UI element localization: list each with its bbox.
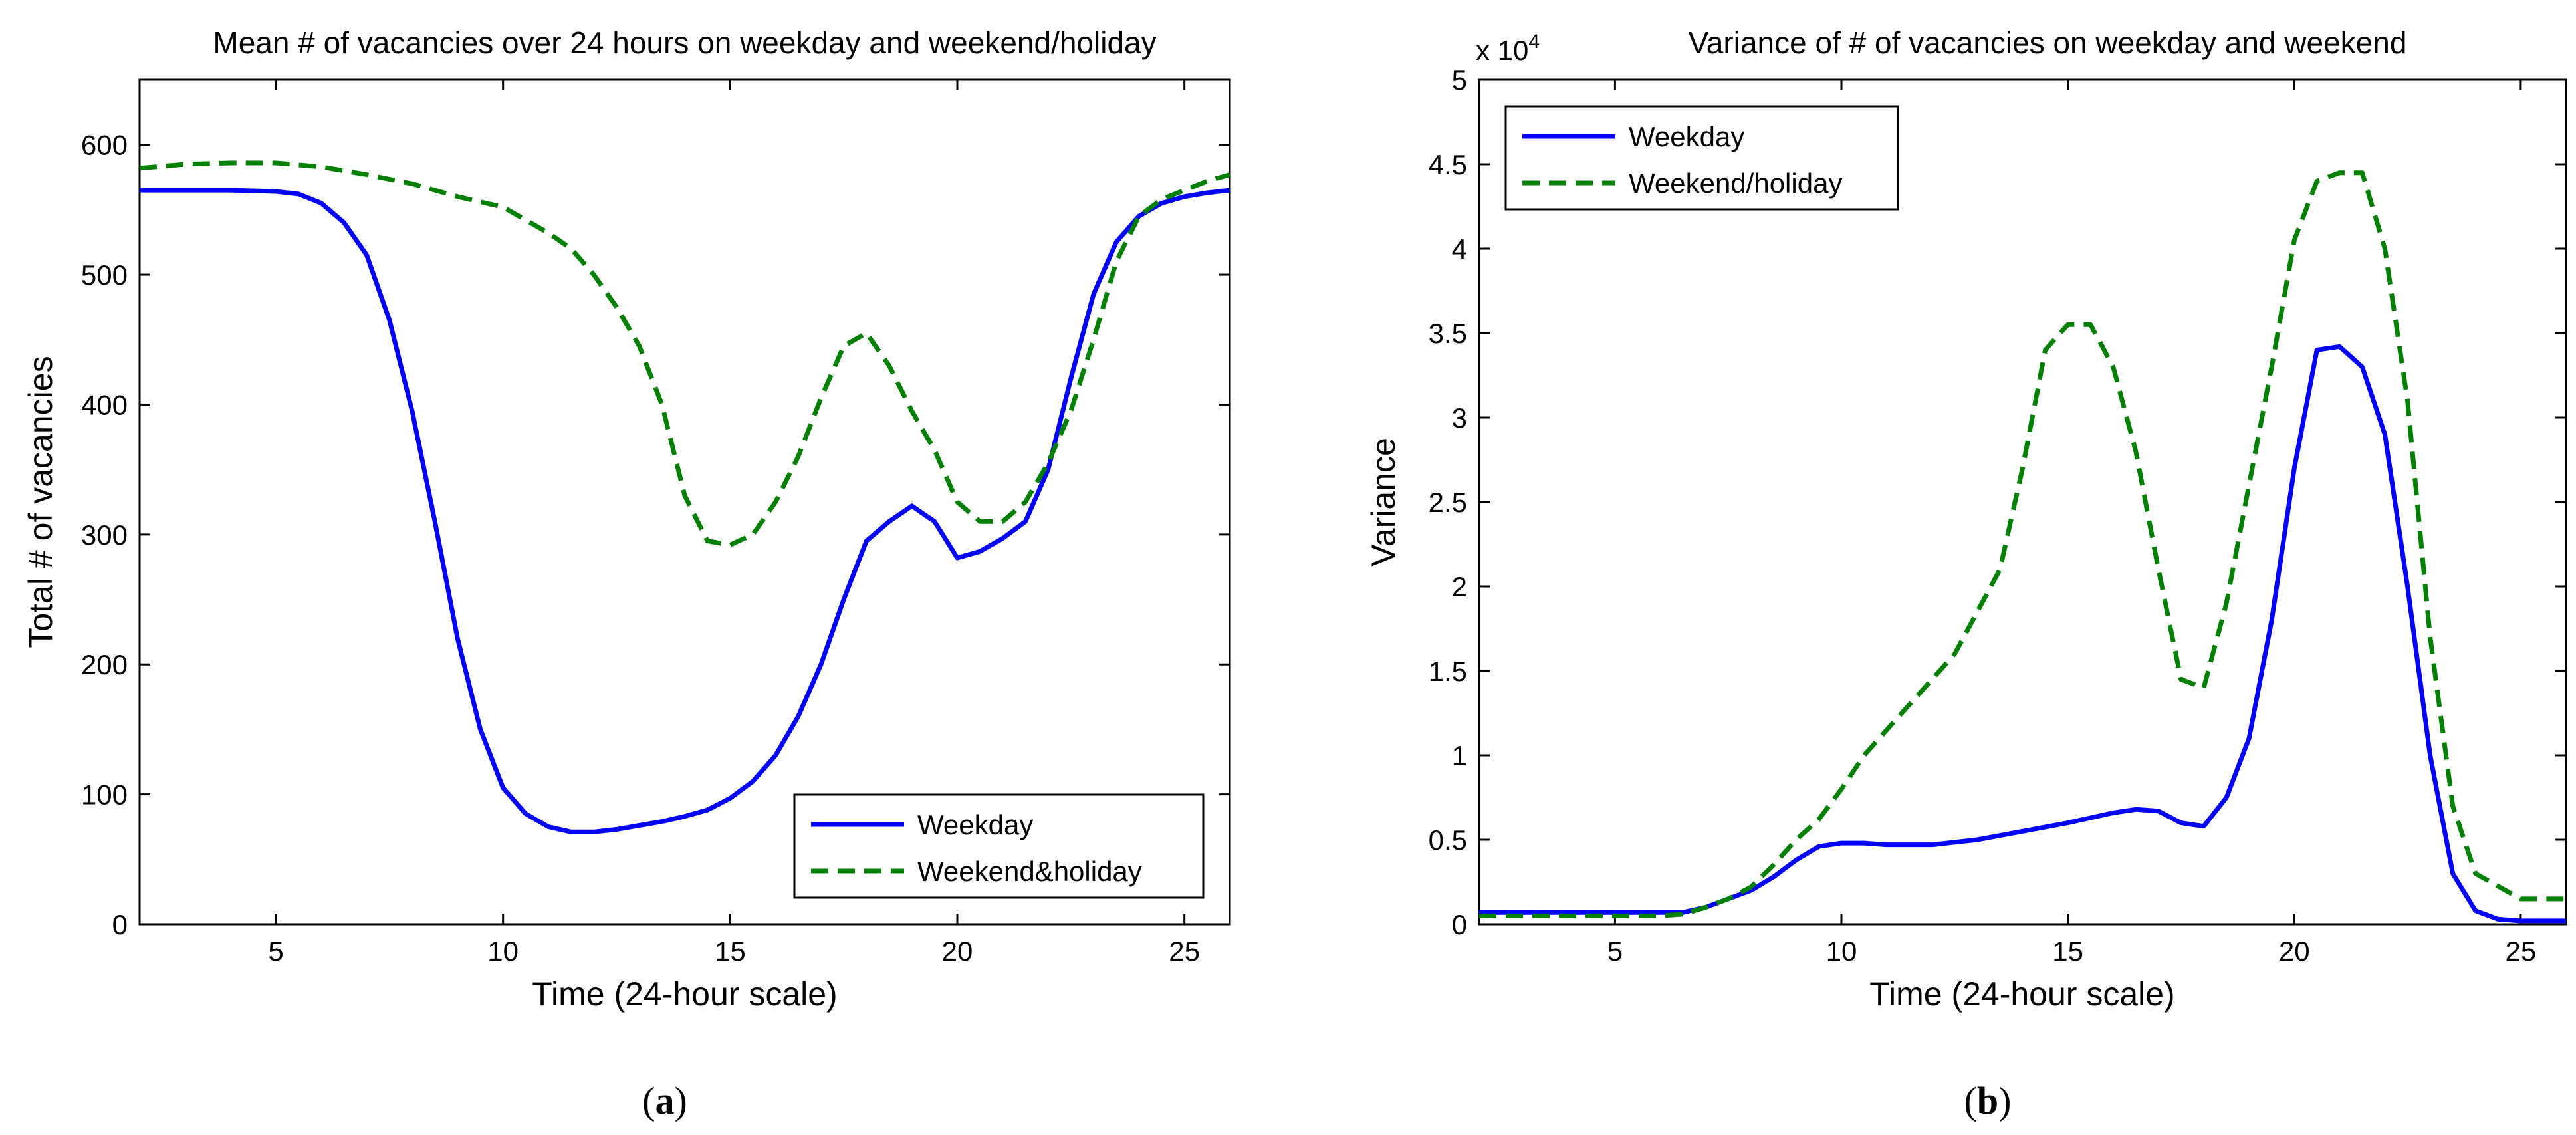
series-line-weekend-holiday [139, 160, 1230, 547]
chart-a-xlabel: Time (24-hour scale) [532, 975, 837, 1013]
chart-b-series [1479, 170, 2566, 924]
legend-label: Weekend&holiday [917, 856, 1142, 887]
panel-a-letter: a [655, 1079, 675, 1122]
series-line-weekday [140, 188, 1230, 834]
panel-a: Mean # of vacancies over 24 hours on wee… [22, 25, 1231, 1122]
y-tick-label: 3 [1452, 402, 1467, 434]
chart-a-frame [138, 78, 1231, 926]
x-tick-label: 20 [942, 936, 973, 967]
y-tick-label: 0 [1452, 909, 1467, 940]
chart-a-ticks: 5 10 15 20 25 0 100 200 300 400 500 600 [81, 80, 1230, 967]
y-tick-label: 200 [81, 649, 128, 680]
y-tick-label: 600 [81, 130, 128, 161]
y-tick-label: 3.5 [1429, 318, 1467, 349]
y-tick-label: 100 [81, 779, 128, 811]
chart-b-ylabel: Variance [1365, 438, 1402, 567]
y-tick-label: 2 [1452, 571, 1467, 602]
y-tick-label: 2.5 [1429, 487, 1467, 518]
y-tick-label: 4 [1452, 233, 1467, 265]
y-tick-label: 0 [112, 909, 128, 940]
y-tick-label: 5 [1452, 64, 1467, 96]
series-line-weekday [1479, 344, 2566, 924]
x-tick-label: 10 [487, 936, 519, 967]
legend-label: Weekend/holiday [1629, 168, 1842, 199]
x-tick-label: 15 [2052, 936, 2083, 967]
chart-a-title: Mean # of vacancies over 24 hours on wee… [213, 25, 1156, 60]
chart-b-xlabel: Time (24-hour scale) [1869, 975, 2174, 1013]
chart-b-title: Variance of # of vacancies on weekday an… [1689, 25, 2407, 60]
chart-a-ylabel: Total # of vacancies [22, 356, 59, 648]
legend-label: Weekday [1629, 121, 1744, 152]
chart-b-multiplier: x 104 [1476, 31, 1540, 66]
chart-b-multiplier-base: x 10 [1476, 35, 1528, 66]
x-tick-label: 20 [2279, 936, 2310, 967]
x-tick-label: 5 [1607, 936, 1623, 967]
panel-b-letter: b [1977, 1079, 1998, 1122]
panel-b-label: (b) [1964, 1079, 2012, 1122]
series-line-weekend-holiday [1479, 170, 2566, 918]
chart-b-multiplier-exponent: 4 [1528, 31, 1540, 53]
legend-box [793, 793, 1205, 899]
y-tick-label: 0.5 [1429, 824, 1467, 856]
x-tick-label: 5 [268, 936, 283, 967]
chart-a-legend: Weekday Weekend&holiday [793, 793, 1205, 899]
legend-box [1504, 105, 1899, 211]
x-tick-label: 15 [715, 936, 746, 967]
y-tick-label: 500 [81, 259, 128, 291]
chart-a-series [139, 160, 1230, 834]
legend-label: Weekday [917, 809, 1033, 840]
y-tick-label: 300 [81, 519, 128, 551]
x-tick-label: 25 [1169, 936, 1200, 967]
chart-b-legend: Weekday Weekend/holiday [1504, 105, 1899, 211]
chart-b-ticks: 5 10 15 20 25 0 0.5 1 1.5 2 2.5 3 3.5 4 4.5 5 [1429, 64, 2566, 967]
x-tick-label: 25 [2506, 936, 2537, 967]
panel-b: x 104 Variance of # of vacancies on week… [1365, 25, 2567, 1122]
y-tick-label: 4.5 [1429, 149, 1467, 180]
y-tick-label: 1 [1452, 740, 1467, 771]
x-tick-label: 10 [1826, 936, 1857, 967]
y-tick-label: 1.5 [1429, 656, 1467, 687]
panel-a-label: (a) [642, 1079, 687, 1122]
y-tick-label: 400 [81, 389, 128, 420]
